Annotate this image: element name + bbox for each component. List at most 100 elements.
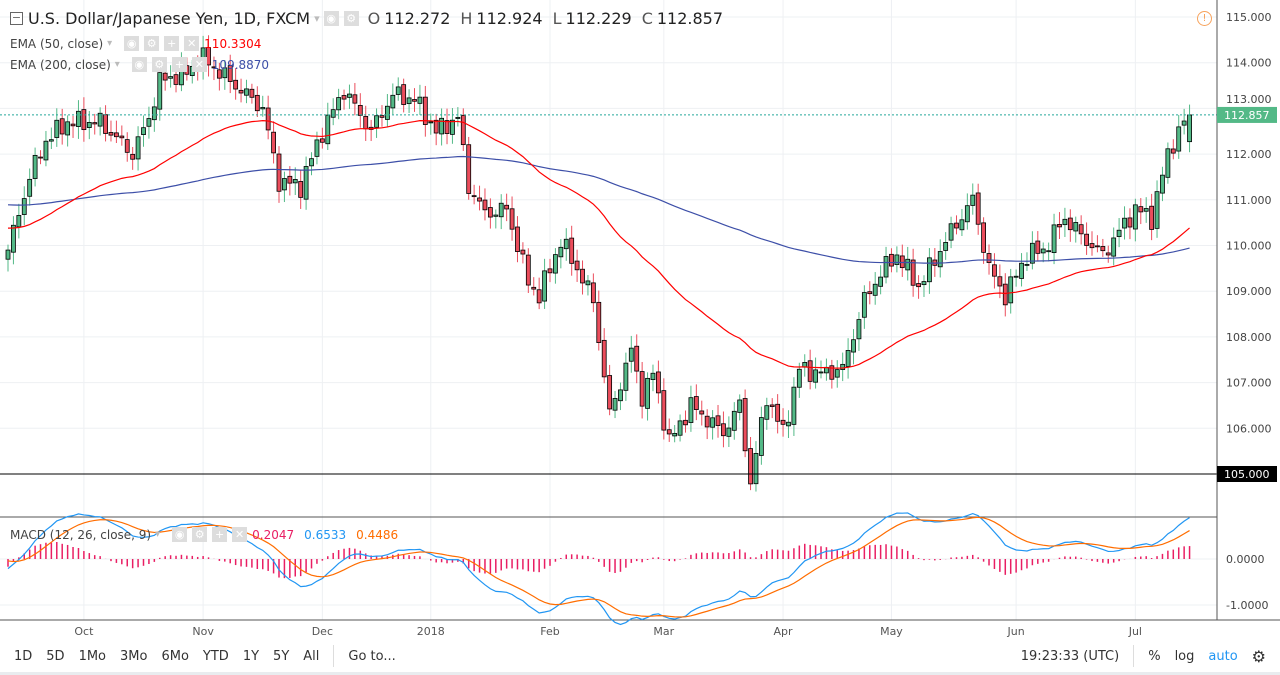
candle <box>1046 250 1052 253</box>
collapse-icon[interactable]: − <box>10 11 23 25</box>
close-icon[interactable]: ✕ <box>191 57 207 72</box>
candle <box>889 253 894 267</box>
gear-icon[interactable]: ⚙ <box>343 11 359 26</box>
candle <box>1040 248 1046 254</box>
candle <box>216 69 222 79</box>
signal-line <box>7 516 1190 618</box>
candle <box>395 86 401 95</box>
candle <box>477 197 482 202</box>
go-to-button[interactable]: Go to... <box>348 648 396 664</box>
range-all[interactable]: All <box>303 648 320 664</box>
candle <box>1122 217 1127 229</box>
candle <box>699 410 705 415</box>
candle <box>894 254 900 265</box>
range-5y[interactable]: 5Y <box>273 648 290 664</box>
gear-icon[interactable]: ⚙ <box>192 527 208 542</box>
eye-icon[interactable]: ◉ <box>131 57 147 72</box>
candle <box>493 214 499 217</box>
candle <box>1138 206 1144 213</box>
candle <box>666 429 672 435</box>
chart-canvas[interactable]: Oct Nov Dec 2018 Feb Mar Apr May Jun Jul 115.000 11… <box>0 0 1280 640</box>
candle <box>943 242 949 251</box>
candle <box>303 166 309 200</box>
gear-icon[interactable]: ⚙ <box>144 36 160 51</box>
candle <box>347 93 352 98</box>
candle <box>168 76 174 79</box>
candle <box>1008 276 1014 304</box>
candle <box>791 386 797 425</box>
candle <box>1089 243 1095 249</box>
price-axis-label: 114.000 <box>1226 57 1272 70</box>
candle <box>856 319 862 340</box>
eye-icon[interactable]: ◉ <box>323 11 339 26</box>
candle <box>954 222 959 229</box>
candle <box>883 256 889 278</box>
range-5d[interactable]: 5D <box>46 648 65 664</box>
settings-gear-icon[interactable]: ⚙ <box>1251 646 1266 666</box>
close-icon[interactable]: ✕ <box>232 527 248 542</box>
auto-toggle[interactable]: auto <box>1208 648 1238 664</box>
range-ytd[interactable]: YTD <box>202 648 229 664</box>
candle <box>319 138 325 143</box>
candle <box>1154 191 1160 229</box>
range-3mo[interactable]: 3Mo <box>120 648 148 664</box>
candle <box>43 140 49 161</box>
candle <box>1181 120 1187 126</box>
macd-axis-label: 0.0000 <box>1226 553 1265 566</box>
candle <box>672 432 678 437</box>
candle <box>1013 275 1019 278</box>
candle <box>861 292 867 318</box>
alert-icon[interactable]: ! <box>1197 11 1212 26</box>
candle <box>357 105 363 116</box>
time-axis-label: Jun <box>1007 625 1025 638</box>
range-1d[interactable]: 1D <box>14 648 33 664</box>
candle <box>1095 245 1100 248</box>
candle <box>731 410 737 431</box>
candle <box>363 115 369 130</box>
candle <box>287 175 293 184</box>
range-6mo[interactable]: 6Mo <box>161 648 189 664</box>
candle <box>455 116 461 119</box>
chevron-down-icon[interactable]: ▾ <box>107 38 113 49</box>
time-axis-label: May <box>880 625 903 638</box>
candle <box>374 115 379 128</box>
candle <box>471 195 477 198</box>
gear-icon[interactable]: ⚙ <box>151 57 167 72</box>
candle <box>656 371 661 394</box>
chevron-down-icon[interactable]: ▾ <box>314 12 320 25</box>
candle <box>271 131 276 154</box>
candle <box>688 397 694 423</box>
candle <box>157 72 163 110</box>
candle <box>314 139 320 157</box>
candle <box>1057 224 1062 228</box>
open-value: 112.272 <box>384 9 451 28</box>
candle <box>921 281 927 286</box>
percent-toggle[interactable]: % <box>1148 648 1161 664</box>
symbol-title: U.S. Dollar/Japanese Yen, 1D, FXCM <box>28 9 311 28</box>
range-1mo[interactable]: 1Mo <box>78 648 107 664</box>
chevron-down-icon[interactable]: ▾ <box>114 59 120 70</box>
chevron-down-icon[interactable]: ▾ <box>155 529 161 540</box>
candle <box>439 117 445 135</box>
eye-icon[interactable]: ◉ <box>124 36 140 51</box>
candle <box>498 202 504 218</box>
range-1y[interactable]: 1Y <box>242 648 260 664</box>
eye-icon[interactable]: ◉ <box>172 527 188 542</box>
time-axis-label: Jul <box>1128 625 1142 638</box>
plus-icon[interactable]: + <box>171 57 187 72</box>
plus-icon[interactable]: + <box>212 527 228 542</box>
macd-legend: MACD (12, 26, close, 9) ▾ ◉ ⚙ + ✕ 0.2047 0.6… <box>10 527 398 542</box>
candle <box>872 283 878 296</box>
log-toggle[interactable]: log <box>1174 648 1195 664</box>
candle <box>878 276 884 287</box>
candle <box>70 123 76 127</box>
candle <box>1062 218 1068 226</box>
ema200-legend: EMA (200, close) ▾ ◉ ⚙ + ✕ 109.8870 <box>10 57 269 72</box>
candle <box>807 360 813 382</box>
plus-icon[interactable]: + <box>164 36 180 51</box>
candle <box>623 362 629 391</box>
candle <box>135 136 141 160</box>
candle <box>997 276 1003 287</box>
high-label: H <box>460 9 473 28</box>
close-icon[interactable]: ✕ <box>184 36 200 51</box>
